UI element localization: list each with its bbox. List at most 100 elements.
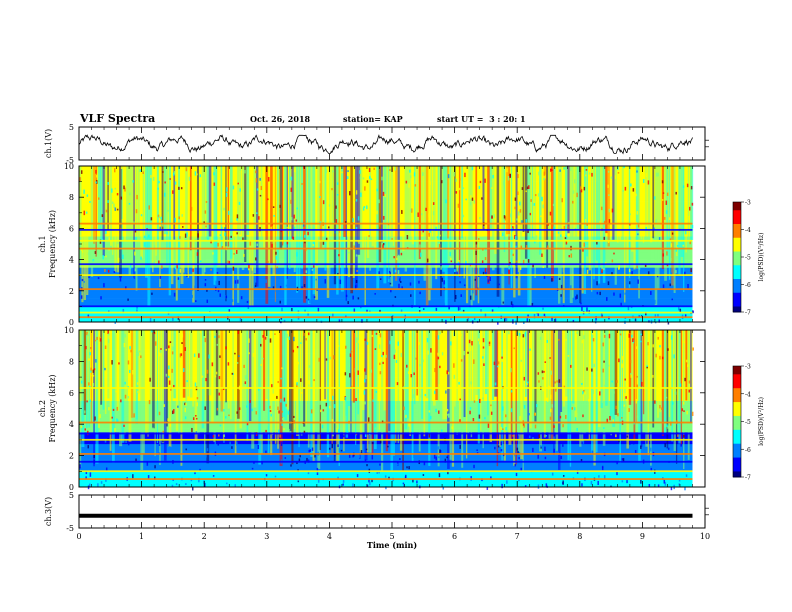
spectrum-speckle	[86, 331, 88, 336]
time-streak	[319, 166, 323, 249]
time-streak	[185, 330, 188, 427]
spectrum-speckle	[316, 467, 319, 472]
spectrum-speckle	[596, 281, 598, 286]
spectrum-speckle	[455, 178, 457, 182]
spectrum-speckle	[582, 414, 584, 418]
spectrum-speckle	[524, 485, 527, 487]
time-streak	[152, 166, 154, 273]
spectrum-speckle	[580, 188, 583, 193]
spectrum-speckle	[679, 308, 682, 313]
spectrum-speckle	[472, 418, 475, 422]
time-streak	[576, 330, 580, 413]
spectrum-speckle	[453, 172, 455, 177]
spectrum-speckle	[310, 409, 313, 414]
spectrum-speckle	[684, 377, 686, 382]
time-streak	[626, 330, 629, 449]
spectrum-speckle	[356, 426, 358, 428]
x-tick-label: 7	[515, 532, 520, 541]
spectrum-speckle	[509, 213, 512, 218]
spectrum-speckle	[169, 341, 172, 344]
y-axis-label-line: ch.2	[38, 400, 47, 417]
spectrum-speckle	[442, 486, 445, 490]
spectrum-speckle	[205, 453, 207, 458]
spectrum-speckle	[204, 337, 207, 343]
spectrum-speckle	[407, 371, 410, 374]
time-streak	[609, 166, 612, 240]
time-streak	[442, 330, 446, 420]
time-streak	[581, 330, 584, 442]
spectrum-speckle	[665, 200, 668, 205]
time-streak	[161, 166, 164, 242]
spectrum-speckle	[614, 175, 617, 179]
spectrum-speckle	[409, 175, 412, 179]
spectrum-speckle	[259, 177, 261, 181]
colorbar-segment	[733, 471, 741, 475]
time-streak	[166, 166, 168, 266]
spectrum-speckle	[469, 295, 472, 300]
spectrum-speckle	[686, 183, 689, 188]
x-tick-label: 8	[577, 532, 582, 541]
spectrum-speckle	[607, 281, 610, 286]
spectrum-speckle	[183, 437, 186, 441]
time-streak	[517, 330, 521, 453]
spectrum-speckle	[341, 171, 343, 174]
spectrum-speckle	[105, 255, 107, 258]
spectrum-speckle	[459, 398, 461, 401]
spectrum-speckle	[514, 235, 516, 240]
spectrum-speckle	[200, 197, 202, 201]
time-streak	[220, 330, 224, 412]
spectrum-speckle	[232, 185, 235, 190]
spectrum-speckle	[283, 428, 285, 431]
spectrum-speckle	[80, 170, 83, 174]
time-streak	[189, 330, 193, 398]
time-streak	[152, 330, 155, 429]
time-streak	[432, 166, 436, 263]
spectrum-speckle	[436, 236, 439, 239]
time-streak	[149, 330, 153, 430]
colorbar-segment	[733, 226, 741, 230]
spectrum-speckle	[673, 354, 675, 359]
spectrum-speckle	[173, 384, 175, 388]
spectrum-speckle	[108, 237, 110, 241]
time-streak	[218, 166, 221, 266]
spectrum-speckle	[174, 217, 177, 223]
spectrum-speckle	[355, 341, 358, 343]
spectrum-speckle	[179, 353, 182, 358]
colorbar-tick-label: -4	[745, 391, 751, 398]
spectrum-speckle	[488, 344, 491, 347]
spectrum-speckle	[636, 211, 639, 215]
spectrum-speckle	[116, 193, 119, 196]
spectrum-speckle	[638, 267, 641, 270]
spectrum-speckle	[186, 380, 188, 383]
spectrum-speckle	[401, 209, 403, 214]
spectrum-speckle	[688, 215, 690, 221]
spectrum-speckle	[541, 196, 543, 202]
spectrum-speckle	[275, 255, 277, 260]
spectrum-speckle	[128, 369, 131, 374]
spectrum-speckle	[171, 351, 174, 355]
spectrum-speckle	[540, 445, 542, 448]
spectrum-speckle	[690, 186, 693, 190]
spectrum-speckle	[563, 167, 565, 170]
spectrum-speckle	[398, 283, 400, 289]
colorbar-segment	[733, 257, 741, 261]
spectrum-speckle	[521, 291, 523, 296]
spectrum-speckle	[657, 172, 659, 177]
spectrum-speckle	[105, 229, 107, 234]
spectrum-speckle	[673, 455, 675, 459]
spectrum-cell	[79, 483, 693, 488]
spectrum-speckle	[376, 471, 378, 474]
spectrum-speckle	[435, 332, 438, 337]
spectrum-speckle	[162, 303, 165, 306]
x-tick-label: 3	[264, 532, 269, 541]
spectrum-speckle	[636, 384, 639, 388]
colorbar-segment	[733, 254, 741, 258]
spectrum-speckle	[236, 362, 239, 364]
spectrum-speckle	[213, 172, 215, 176]
spectrum-speckle	[439, 331, 441, 335]
spectrum-speckle	[107, 269, 110, 273]
time-streak	[244, 166, 247, 263]
spectrum-speckle	[615, 433, 617, 438]
spectrum-speckle	[493, 214, 495, 218]
x-axis-label: Time (min)	[367, 540, 417, 550]
